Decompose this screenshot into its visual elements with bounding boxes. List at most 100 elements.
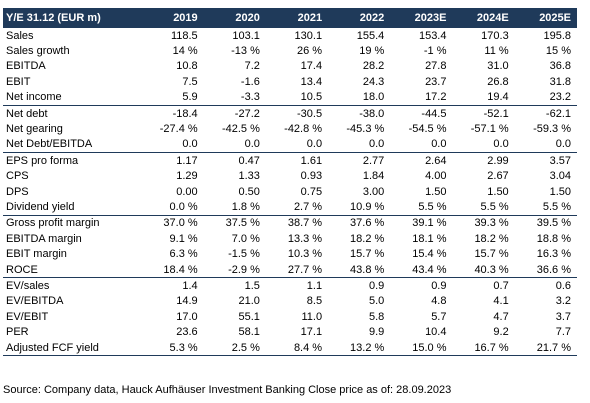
table-cell: 18.4 % — [163, 263, 198, 276]
table-row: PER 23.6 58.1 17.1 9.9 10.4 9.2 7.7 — [3, 324, 577, 339]
table-cell: 8.4 % — [265, 339, 329, 357]
table-row: EV/sales 1.4 1.5 1.1 0.9 0.9 0.7 0.6 — [3, 277, 577, 294]
year-header: 2019 — [141, 8, 204, 28]
table-cell: 10.9 % — [350, 200, 385, 213]
table-cell: 3.00 — [362, 185, 385, 198]
table-row: Adjusted FCF yield 5.3 % 2.5 % 8.4 % 13.2 % 1… — [3, 339, 577, 357]
table-row: EBITDA 10.8 7.2 17.4 28.2 27.8 31.0 36.8 — [3, 59, 577, 74]
table-row: DPS 0.00 0.50 0.75 3.00 1.50 1.50 1.50 — [3, 184, 577, 199]
table-cell: 3.04 — [549, 170, 571, 183]
table-cell: 4.8 — [431, 295, 447, 308]
table-cell: 1.61 — [265, 152, 329, 169]
table-cell: 27.8 — [425, 60, 447, 73]
row-label: EBITDA — [6, 60, 46, 73]
table-cell: 10.8 — [176, 60, 198, 73]
table-cell: 0.6 — [514, 277, 577, 294]
table-cell: 7.2 — [244, 60, 260, 73]
table-cell: 1.4 — [141, 277, 204, 294]
table-cell: -1.6 — [240, 75, 260, 88]
table-header-row: Y/E 31.12 (EUR m) 2019 2020 2021 2022 20… — [3, 8, 577, 28]
table-cell: 17.1 — [300, 326, 323, 339]
table-cell: 2.64 — [390, 152, 453, 169]
table-cell: 17.2 — [425, 91, 447, 104]
table-cell: 23.2 — [549, 91, 571, 104]
table-cell: -13 % — [231, 45, 260, 58]
table-body: Sales 118.5 103.1 130.1 155.4 153.4 170.3 195.8… — [3, 28, 577, 357]
table-cell: 0.0 — [431, 138, 447, 151]
table-cell: 0.9 — [390, 277, 453, 294]
table-cell: 9.2 — [493, 326, 509, 339]
table-cell: 8.5 — [306, 295, 323, 308]
table-cell: 5.5 % — [542, 200, 571, 213]
table-cell: 36.6 % — [536, 263, 571, 276]
table-cell: 18.2 % — [350, 232, 385, 245]
table-cell: 0.50 — [238, 185, 260, 198]
table-cell: 37.0 % — [141, 214, 204, 232]
table-cell: 39.3 % — [452, 214, 515, 232]
table-cell: 24.3 — [362, 75, 385, 88]
row-label: Net debt — [3, 104, 142, 122]
row-label: EV/EBIT — [6, 310, 49, 323]
row-label: Net gearing — [6, 123, 63, 136]
table-row: EBITDA margin 9.1 % 7.0 % 13.3 % 18.2 % 18.1 … — [3, 231, 577, 246]
table-cell: 0.00 — [176, 185, 198, 198]
table-cell: 1.50 — [425, 185, 447, 198]
table-cell: -62.1 — [514, 104, 577, 122]
table-cell: 23.7 — [425, 75, 447, 88]
table-cell: -42.8 % — [284, 123, 323, 136]
table-cell: 17.4 — [300, 60, 323, 73]
table-cell: 5.7 — [431, 310, 447, 323]
table-cell: 0.9 — [328, 277, 391, 294]
table-cell: 1.5 — [203, 277, 266, 294]
table-cell: 0.7 — [452, 277, 515, 294]
row-label: Net Debt/EBITDA — [6, 138, 93, 151]
table-cell: 15.4 % — [412, 248, 447, 261]
table-cell: 4.7 — [493, 310, 509, 323]
table-cell: 17.0 — [176, 310, 198, 323]
table-cell: 1.29 — [176, 170, 198, 183]
table-cell: 2.99 — [452, 152, 515, 169]
table-cell: 43.8 % — [350, 263, 385, 276]
table-cell: 3.7 — [555, 310, 571, 323]
row-label: EBIT — [6, 75, 31, 88]
table-cell: 37.6 % — [328, 214, 391, 232]
table-cell: 28.2 — [362, 60, 385, 73]
table-cell: 195.8 — [543, 29, 571, 42]
table-cell: -45.3 % — [346, 123, 385, 136]
table-row: ROCE 18.4 % -2.9 % 27.7 % 43.8 % 43.4 % 40.3 %… — [3, 262, 577, 278]
table-cell: 18.0 — [362, 91, 385, 104]
table-cell: 155.4 — [356, 29, 385, 42]
table-cell: 3.2 — [555, 295, 571, 308]
table-cell: 5.5 % — [480, 200, 509, 213]
row-label: Sales growth — [6, 45, 70, 58]
table-cell: 58.1 — [238, 326, 260, 339]
table-cell: 7.5 — [182, 75, 198, 88]
table-cell: 5.8 — [368, 310, 385, 323]
row-label: PER — [6, 326, 29, 339]
row-label: EV/sales — [3, 277, 142, 294]
table-cell: -44.5 — [390, 104, 453, 122]
table-cell: 2.77 — [328, 152, 391, 169]
table-cell: 6.3 % — [169, 248, 198, 261]
table-row: Net debt -18.4 -27.2 -30.5 -38.0 -44.5 -52.1 -6… — [3, 104, 577, 122]
table-row: CPS 1.29 1.33 0.93 1.84 4.00 2.67 3.04 — [3, 169, 577, 184]
table-cell: 15.7 % — [350, 248, 385, 261]
table-cell: 2.7 % — [293, 200, 323, 213]
table-cell: 31.0 — [487, 60, 509, 73]
table-cell: 55.1 — [238, 310, 260, 323]
row-label: ROCE — [6, 263, 38, 276]
year-header: 2023E — [390, 8, 453, 28]
table-cell: 19.4 — [487, 91, 509, 104]
table-row: Net gearing -27.4 % -42.5 % -42.8 % -45.3 % -… — [3, 121, 577, 136]
row-label: Sales — [6, 29, 34, 42]
row-label: EPS pro forma — [3, 152, 142, 169]
year-header: 2021 — [265, 8, 329, 28]
row-label: Adjusted FCF yield — [3, 339, 142, 357]
table-cell: -27.2 — [203, 104, 266, 122]
table-row: Gross profit margin 37.0 % 37.5 % 38.7 % 37.… — [3, 214, 577, 232]
table-cell: 0.0 — [493, 138, 509, 151]
table-cell: 0.93 — [300, 170, 323, 183]
table-cell: 1.33 — [238, 170, 260, 183]
table-cell: 7.7 — [555, 326, 571, 339]
table-cell: 9.9 — [368, 326, 385, 339]
